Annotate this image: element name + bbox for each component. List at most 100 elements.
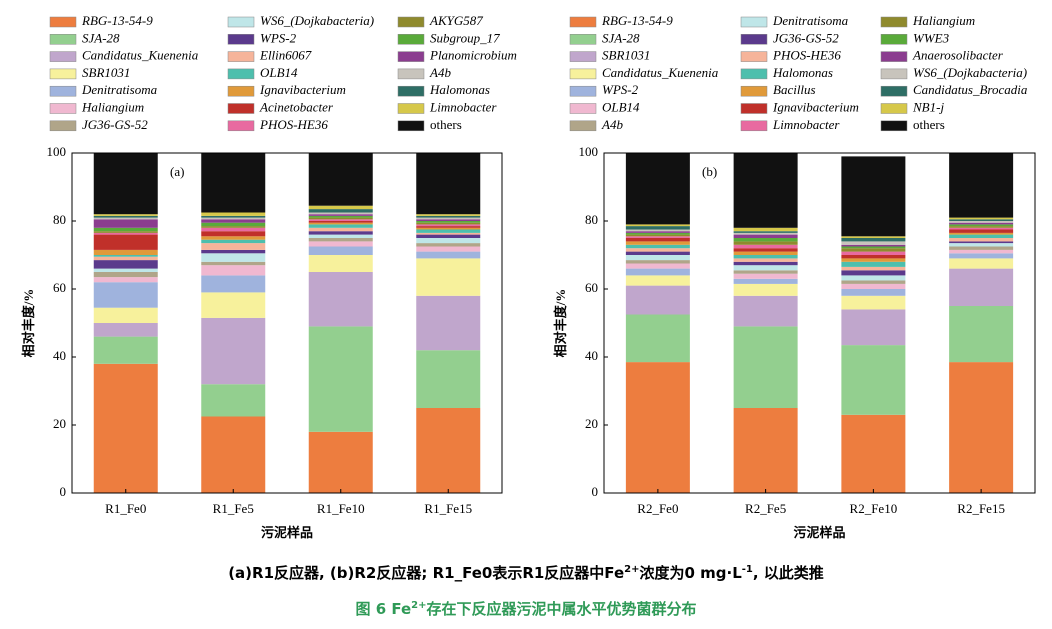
bar-segment xyxy=(416,221,481,223)
bar-segment xyxy=(625,153,690,225)
bar-segment xyxy=(416,153,481,215)
caption-sup: 2+ xyxy=(411,600,427,611)
bar-segment xyxy=(733,408,798,493)
bar-segment xyxy=(93,227,158,232)
bar-segment xyxy=(93,282,158,308)
bar-segment xyxy=(625,268,690,276)
bar-segment xyxy=(416,238,481,244)
bar-segment xyxy=(201,292,266,318)
bar-segment xyxy=(308,209,373,213)
bar-segment xyxy=(308,214,373,216)
bar-segment xyxy=(308,431,373,493)
bar-segment xyxy=(949,224,1014,227)
bar-segment xyxy=(841,244,906,247)
plot-frame xyxy=(603,152,1036,494)
bar-segment xyxy=(625,238,690,242)
legend-swatch xyxy=(397,16,425,28)
x-tick-label: R2_Fe5 xyxy=(745,501,786,516)
legend-label: Planomicrobium xyxy=(429,48,517,63)
legend-label: JG36-GS-52 xyxy=(773,30,839,45)
y-tick-label: 0 xyxy=(60,484,67,499)
legend-label: RBG-13-54-9 xyxy=(81,13,153,28)
bar-segment xyxy=(416,246,481,252)
bar-segment xyxy=(93,219,158,228)
bar-segment xyxy=(949,253,1014,259)
bar-segment xyxy=(841,241,906,245)
bar-segment xyxy=(308,153,373,206)
legend-swatch xyxy=(880,103,908,114)
bar-segment xyxy=(201,227,266,232)
legend-swatch xyxy=(49,51,77,62)
legend-swatch xyxy=(227,120,255,132)
legend-label: Haliangium xyxy=(81,99,144,114)
bar-segment xyxy=(625,236,690,238)
bar-segment xyxy=(93,363,158,493)
bar-segment xyxy=(733,326,798,408)
bar-segment xyxy=(201,212,266,216)
legend-swatch xyxy=(397,103,425,114)
bar-segment xyxy=(625,244,690,249)
legend-label: A4b xyxy=(601,117,623,132)
bar-segment xyxy=(201,249,266,254)
bar-segment xyxy=(949,246,1014,250)
legend-swatch xyxy=(880,68,908,80)
bar-segment xyxy=(416,295,481,351)
legend-label: PHOS-HE36 xyxy=(259,117,328,132)
x-axis-title: 污泥样品 xyxy=(793,525,845,540)
legend-swatch xyxy=(397,51,425,62)
caption-line1: (a)R1反应器, (b)R2反应器; R1_Fe0表示R1反应器中Fe2+浓度… xyxy=(0,562,1052,583)
legend-swatch xyxy=(569,68,597,80)
bar-segment xyxy=(308,215,373,218)
bar-segment xyxy=(201,217,266,220)
bar-segment xyxy=(733,227,798,232)
legend-swatch xyxy=(227,34,255,45)
bar-segment xyxy=(625,255,690,261)
bar-segment xyxy=(841,255,906,259)
bar-segment xyxy=(93,231,158,233)
bar-segment xyxy=(416,408,481,493)
bar-segment xyxy=(201,265,266,276)
legend-swatch xyxy=(740,34,768,45)
bar-segment xyxy=(93,260,158,269)
bar-segment xyxy=(841,345,906,415)
legend-label: SJA-28 xyxy=(602,30,640,45)
y-tick-label: 20 xyxy=(53,416,66,431)
bar-segment xyxy=(733,231,798,233)
bar-segment xyxy=(949,249,1014,254)
bar-segment xyxy=(625,234,690,237)
legend-swatch xyxy=(740,85,768,97)
caption-text: 浓度为0 mg·L xyxy=(639,564,742,582)
x-tick-label: R1_Fe10 xyxy=(317,501,365,516)
bar-segment xyxy=(93,336,158,364)
legend-label: Halomonas xyxy=(429,82,490,97)
bar-segment xyxy=(949,219,1014,221)
bar-segment xyxy=(308,217,373,220)
y-tick-label: 40 xyxy=(585,348,598,363)
bar-segment xyxy=(201,226,266,228)
plot-frame xyxy=(71,152,503,494)
legend-label: RBG-13-54-9 xyxy=(601,13,673,28)
legend-label: Ignavibacterium xyxy=(772,99,859,114)
legend-swatch xyxy=(227,51,255,62)
panel-label: (a) xyxy=(170,164,184,179)
bar-segment xyxy=(308,221,373,223)
legend-label: Ignavibacterium xyxy=(259,82,346,97)
bar-segment xyxy=(949,306,1014,363)
bar-segment xyxy=(416,214,481,216)
legend-swatch xyxy=(880,85,908,97)
bar-segment xyxy=(416,222,481,225)
y-tick-label: 60 xyxy=(585,280,598,295)
bar-segment xyxy=(308,272,373,327)
bar-segment xyxy=(416,232,481,235)
legend-swatch xyxy=(227,68,255,80)
legend-label: Anaerosolibacter xyxy=(912,48,1004,63)
legend-label: WPS-2 xyxy=(602,82,639,97)
bar-segment xyxy=(625,263,690,269)
bar-segment xyxy=(625,260,690,264)
bar-segment xyxy=(625,251,690,255)
bar-segment xyxy=(93,234,158,250)
bar-segment xyxy=(841,283,906,289)
x-tick-label: R1_Fe0 xyxy=(105,501,146,516)
x-tick-label: R2_Fe15 xyxy=(957,501,1005,516)
legend-label: PHOS-HE36 xyxy=(772,48,841,63)
